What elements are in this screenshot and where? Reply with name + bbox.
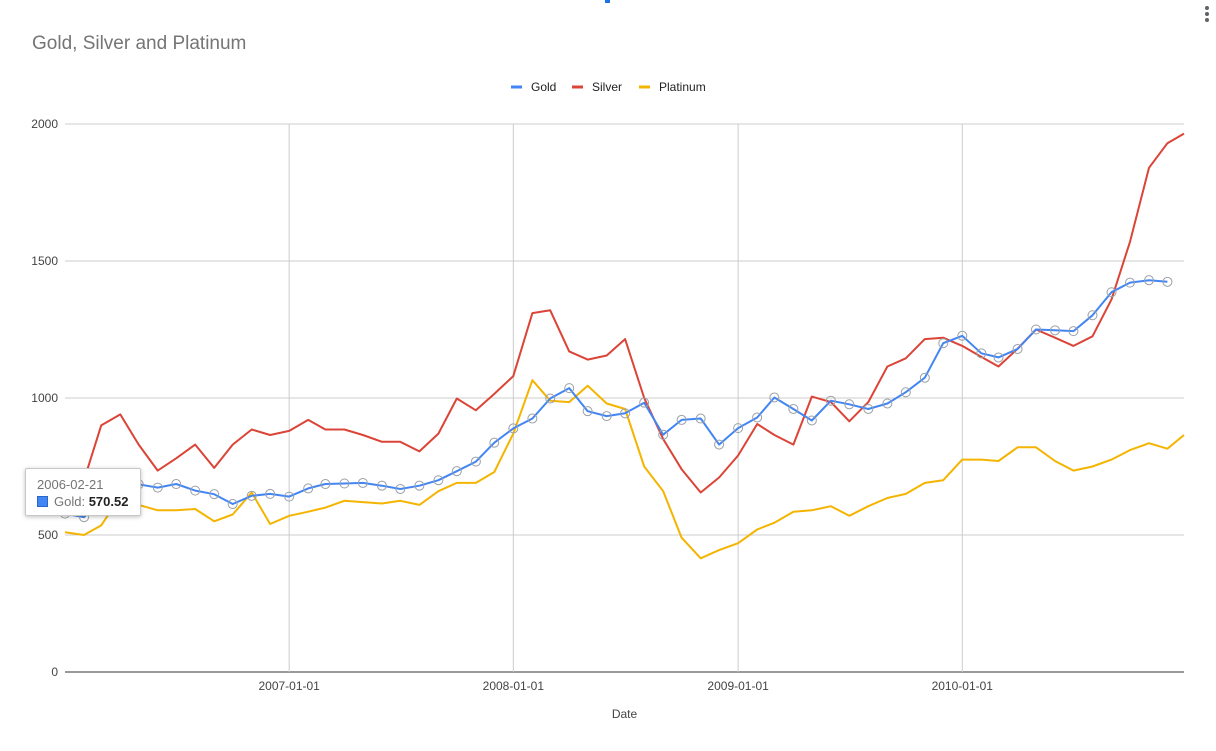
data-point-gold — [919, 372, 930, 383]
data-point-gold — [190, 485, 201, 496]
data-point-gold — [284, 491, 295, 502]
data-point-gold — [825, 395, 836, 406]
data-point-gold — [265, 488, 276, 499]
data-point-gold — [957, 330, 968, 341]
legend-label-gold: Gold — [531, 80, 556, 94]
data-point-gold — [752, 412, 763, 423]
data-point-gold — [769, 392, 780, 403]
tooltip-date: 2006-02-21 — [37, 477, 104, 492]
data-point-gold — [451, 466, 462, 477]
data-point-gold — [227, 499, 238, 510]
y-tick-label: 500 — [38, 528, 58, 542]
data-point-gold — [844, 399, 855, 410]
data-point-gold — [152, 482, 163, 493]
data-point-gold — [993, 352, 1004, 363]
data-point-gold — [171, 479, 182, 490]
data-point-gold — [938, 338, 949, 349]
data-point-gold — [545, 393, 556, 404]
series-line-silver — [64, 132, 1185, 517]
data-point-gold — [676, 414, 687, 425]
axis-layer: 0 500 1000 1500 2000 2007-01-01 2008-01-01 2009… — [31, 117, 993, 721]
series-layer — [60, 132, 1185, 560]
data-point-gold — [601, 411, 612, 422]
data-point-gold — [246, 490, 257, 501]
y-tick-label: 0 — [51, 665, 58, 679]
data-point-gold — [788, 403, 799, 414]
top-accent-marker — [605, 0, 610, 3]
legend: Gold Silver Platinum — [511, 80, 706, 94]
data-point-gold — [714, 439, 725, 450]
data-point-gold — [639, 397, 650, 408]
series-line-gold — [64, 279, 1168, 519]
data-point-gold — [395, 483, 406, 494]
data-point-gold — [376, 480, 387, 491]
y-tick-label: 1000 — [31, 391, 58, 405]
x-tick-label: 2008-01-01 — [483, 679, 545, 693]
data-point-gold — [339, 478, 350, 489]
series-line-platinum — [64, 379, 1185, 560]
data-point-gold — [1030, 324, 1041, 335]
data-point-gold — [1162, 276, 1173, 287]
data-point-gold — [900, 387, 911, 398]
legend-label-platinum: Platinum — [659, 80, 706, 94]
data-point-gold — [209, 489, 220, 500]
data-point-gold — [1050, 325, 1061, 336]
tooltip-row: Gold: 570.52 — [54, 494, 128, 509]
y-tick-label: 1500 — [31, 254, 58, 268]
x-tick-label: 2007-01-01 — [258, 679, 320, 693]
tooltip-swatch-icon — [37, 496, 48, 507]
data-point-gold — [976, 348, 987, 359]
data-point-gold — [582, 406, 593, 417]
grid-layer — [65, 123, 1184, 673]
data-point-gold — [1012, 343, 1023, 354]
data-point-gold — [1143, 275, 1154, 286]
more-options-icon[interactable] — [1205, 6, 1211, 24]
y-tick-label: 2000 — [31, 117, 58, 131]
data-point-gold — [1124, 277, 1135, 288]
x-tick-label: 2009-01-01 — [707, 679, 769, 693]
data-point-gold — [695, 413, 706, 424]
hover-tooltip: 2006-02-21 Gold: 570.52 — [25, 468, 141, 516]
x-axis-title: Date — [612, 707, 638, 721]
data-point-gold — [470, 456, 481, 467]
data-point-gold — [806, 415, 817, 426]
data-point-gold — [414, 480, 425, 491]
chart-title: Gold, Silver and Platinum — [32, 33, 247, 54]
data-point-gold — [527, 413, 538, 424]
x-tick-label: 2010-01-01 — [932, 679, 994, 693]
data-point-gold — [433, 475, 444, 486]
data-point-gold — [863, 403, 874, 414]
data-point-gold — [658, 429, 669, 440]
data-point-gold — [1087, 310, 1098, 321]
tooltip-label: Gold: — [54, 494, 89, 509]
data-point-gold — [882, 398, 893, 409]
data-point-gold — [508, 423, 519, 434]
data-point-gold — [733, 423, 744, 434]
data-point-gold — [489, 437, 500, 448]
data-point-gold — [1106, 287, 1117, 298]
legend-label-silver: Silver — [592, 80, 622, 94]
data-point-gold — [357, 477, 368, 488]
tooltip-value: 570.52 — [88, 494, 129, 509]
data-point-gold — [303, 483, 314, 494]
data-point-gold — [620, 408, 631, 419]
data-point-gold — [320, 479, 331, 490]
data-point-gold — [564, 383, 575, 394]
data-point-gold — [1068, 326, 1079, 337]
